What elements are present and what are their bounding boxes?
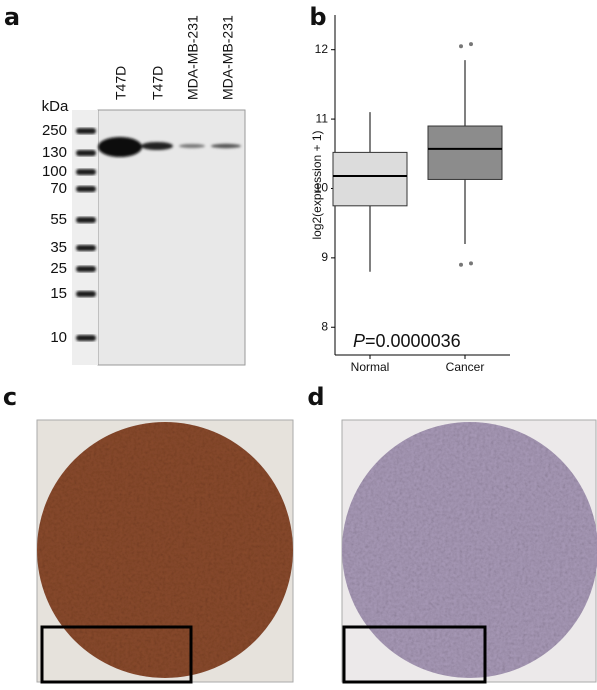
panel-label: a [4, 3, 20, 31]
panel-label: c [3, 383, 17, 411]
marker-label: 55 [50, 211, 67, 228]
marker-label: 130 [42, 144, 67, 161]
outlier [459, 262, 463, 267]
ladder-band [76, 335, 96, 341]
lane-label: MDA-MB-231 [220, 15, 236, 100]
outlier [459, 44, 463, 49]
outlier [469, 42, 473, 47]
tissue-core [37, 422, 293, 678]
ladder-band [76, 150, 96, 156]
ladder-lane [72, 110, 98, 365]
marker-label: 35 [50, 239, 67, 256]
marker-label: 25 [50, 260, 67, 277]
marker-label: 70 [50, 180, 67, 197]
tissue-core [342, 422, 597, 678]
ladder-band [76, 245, 96, 251]
x-tick-label: Cancer [446, 360, 485, 374]
lane-label: MDA-MB-231 [185, 15, 201, 100]
x-tick-label: Normal [351, 360, 390, 374]
marker-label: 100 [42, 163, 67, 180]
marker-label: 15 [50, 285, 67, 302]
y-tick-label: 11 [316, 111, 329, 125]
y-axis-label: log2(expression + 1) [310, 130, 324, 239]
ladder-band [76, 169, 96, 175]
y-tick-label: 8 [321, 319, 328, 333]
panel-label: d [307, 383, 324, 411]
ladder-band [76, 217, 96, 223]
ladder-band [76, 291, 96, 297]
y-tick-label: 9 [321, 250, 328, 264]
marker-label: 10 [50, 329, 67, 346]
unit-label: kDa [42, 98, 69, 115]
marker-label: 250 [42, 122, 67, 139]
bands [98, 137, 241, 157]
ladder-band [76, 266, 96, 272]
inset-box [40, 625, 193, 684]
ladder-band [76, 128, 96, 134]
inset-box [342, 625, 487, 684]
y-tick-label: 12 [315, 42, 329, 56]
annotation-text: =0.0000036 [365, 331, 461, 351]
ladder-band [76, 186, 96, 192]
lane-label: T47D [113, 66, 129, 100]
box [427, 125, 503, 180]
panel-label: b [309, 3, 326, 31]
y-tick-label: 10 [315, 181, 329, 195]
annotation: P=0.0000036 [353, 331, 461, 351]
box [332, 151, 408, 207]
outlier [469, 261, 473, 266]
lane-label: T47D [150, 66, 166, 100]
annotation-italic: P [353, 331, 365, 351]
